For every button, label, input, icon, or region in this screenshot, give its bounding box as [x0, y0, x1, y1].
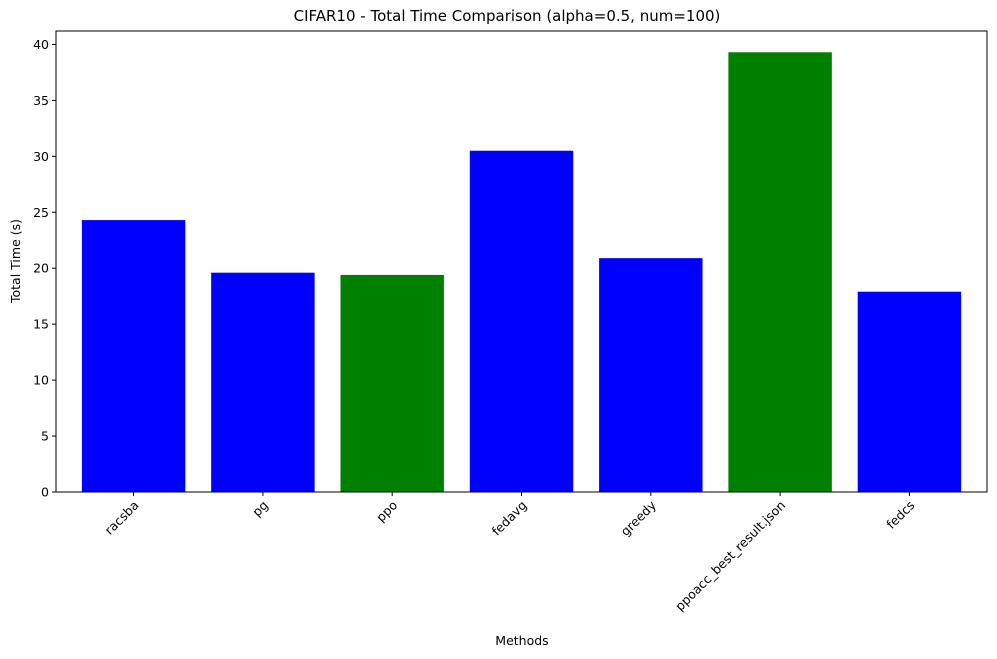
plot-frame: [55, 30, 988, 493]
bar-greedy: [599, 258, 703, 492]
bar-pg: [211, 272, 315, 492]
bar-ppoacc_best_result.json: [728, 52, 832, 493]
y-axis-label: Total Time (s): [8, 219, 23, 304]
bar-racsba: [81, 220, 186, 492]
x-axis: racsba pg ppo fedavg greedy ppoacc_best_resul…: [102, 492, 918, 614]
bar-ppo: [340, 274, 444, 492]
x-tick-label: ppo: [373, 498, 400, 525]
y-tick-label: 35: [33, 93, 49, 108]
x-tick-label: greedy: [618, 497, 660, 539]
y-tick-label: 20: [33, 261, 49, 276]
y-tick-label: 40: [33, 37, 49, 52]
x-tick-label: pg: [249, 498, 271, 520]
y-tick-label: 15: [33, 317, 49, 332]
chart-title: CIFAR10 - Total Time Comparison (alpha=0…: [294, 7, 721, 25]
bar-fedavg: [469, 150, 574, 493]
x-tick-label: racsba: [102, 498, 142, 538]
y-tick-label: 0: [41, 485, 49, 500]
bars-group: [81, 52, 962, 493]
x-tick-label: fedavg: [489, 498, 530, 539]
y-tick-label: 25: [33, 205, 49, 220]
y-tick-label: 30: [33, 149, 49, 164]
x-axis-label: Methods: [495, 633, 548, 648]
y-axis: 0 5 10 15 20 25 30 35 40: [33, 37, 56, 500]
x-tick-label: fedcs: [883, 498, 917, 532]
y-tick-label: 5: [41, 429, 49, 444]
bar-fedcs: [857, 291, 962, 492]
x-tick-label: ppoacc_best_result.json: [672, 498, 788, 614]
y-tick-label: 10: [33, 373, 49, 388]
